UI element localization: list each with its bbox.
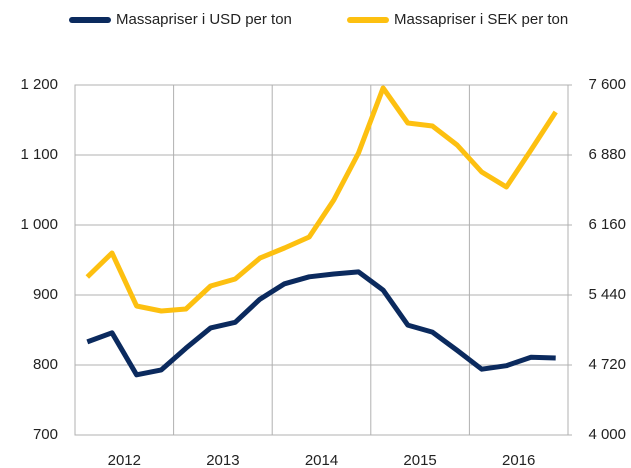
y2-tick-label: 5 440 <box>588 286 626 303</box>
x-tick-label: 2014 <box>305 452 338 468</box>
y2-tick-label: 6 160 <box>588 216 626 233</box>
y2-tick-label: 6 880 <box>588 146 626 163</box>
legend-label: Massapriser i USD per ton <box>116 11 292 28</box>
y-tick-label: 900 <box>33 286 58 303</box>
series-line <box>85 85 558 314</box>
y-tick-label: 1 000 <box>20 216 58 233</box>
y-tick-label: 800 <box>33 356 58 373</box>
y2-tick-label: 4 000 <box>588 426 626 443</box>
x-tick-label: 2012 <box>108 452 141 468</box>
y2-tick-label: 7 600 <box>588 76 626 93</box>
x-tick-label: 2013 <box>206 452 239 468</box>
y-tick-label: 1 200 <box>20 76 58 93</box>
plot-frame <box>74 84 569 436</box>
y-tick-label: 700 <box>33 426 58 443</box>
y-tick-label: 1 100 <box>20 146 58 163</box>
legend-label: Massapriser i SEK per ton <box>394 11 568 28</box>
x-tick-label: 2016 <box>502 452 535 468</box>
y2-tick-label: 4 720 <box>588 356 626 373</box>
x-tick-label: 2015 <box>403 452 436 468</box>
series-line <box>86 269 556 378</box>
